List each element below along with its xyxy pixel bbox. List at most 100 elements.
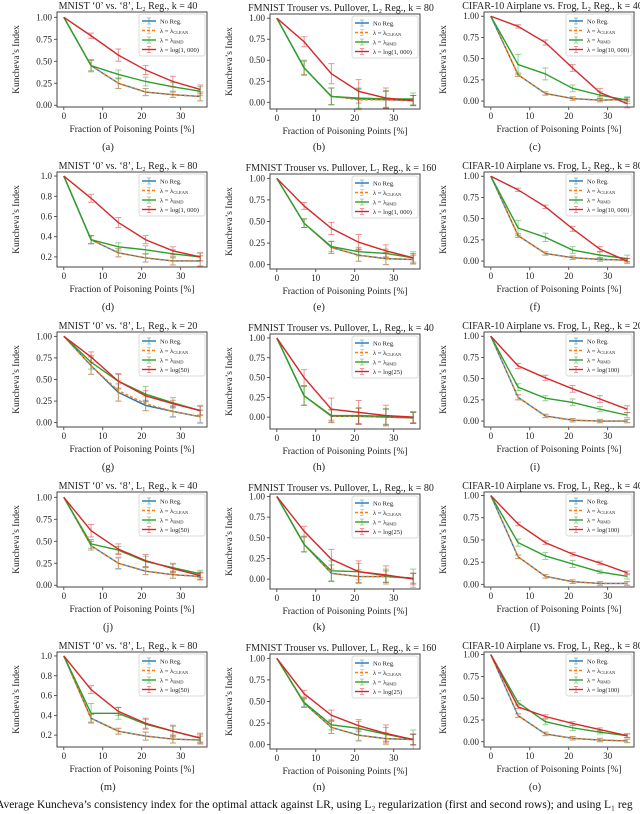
legend-errorbar — [147, 177, 151, 185]
y-tick-label: 0.00 — [463, 579, 479, 589]
y-tick-label: 0.75 — [36, 34, 52, 44]
panel-sublabel: (h) — [313, 462, 326, 473]
y-tick-label: 0.50 — [36, 375, 52, 385]
chart-svg-f: CIFAR-10 Airplane vs. Frog, L₂ Reg., k =… — [439, 161, 640, 313]
x-tick-label: 10 — [525, 751, 535, 761]
error-bar — [197, 571, 204, 580]
series-line — [276, 657, 414, 741]
x-tick-label: 10 — [525, 111, 535, 121]
legend-label: λ = λRMD — [373, 360, 397, 367]
x-tick-label: 30 — [176, 271, 186, 281]
series-lambda-log — [489, 654, 630, 738]
chart-title: MNIST ‘0’ vs. ‘8’, L₂ Reg., k = 80 — [59, 161, 198, 172]
chart-title: CIFAR-10 Airplane vs. Frog, L₁ Reg., k =… — [462, 641, 640, 652]
chart-title: MNIST ‘0’ vs. ‘8’, L₁ Reg., k = 80 — [59, 641, 198, 652]
legend-errorbar — [147, 46, 151, 53]
y-tick-label: 1.00 — [250, 653, 266, 663]
x-axis-label: Fraction of Poisoning Points [%] — [283, 126, 408, 137]
series-line — [63, 16, 201, 91]
plot-frame — [483, 331, 635, 428]
series-line — [489, 335, 628, 410]
legend-errorbar — [147, 657, 151, 665]
series-line — [63, 496, 201, 578]
legend-label: λ = λRMD — [160, 518, 184, 525]
legend-errorbar — [147, 507, 151, 514]
legend-box — [138, 13, 206, 57]
legend-label: No Reg. — [373, 341, 395, 348]
chart-panel-o: CIFAR-10 Airplane vs. Frog, L₁ Reg., k =… — [427, 640, 640, 800]
x-tick-label: 10 — [525, 431, 535, 441]
legend-label: λ = log(25) — [373, 369, 402, 376]
y-axis-label: Kuncheva’s Index — [225, 667, 235, 736]
chart-panel-d: MNIST ‘0’ vs. ‘8’, L₂ Reg., k = 80 Kunche… — [0, 160, 213, 320]
plot-frame — [269, 173, 421, 270]
legend-errorbar — [147, 27, 151, 34]
series-line — [489, 495, 627, 578]
error-bar — [596, 737, 603, 743]
x-tick-label: 30 — [176, 111, 186, 121]
legend-label-text: λ = λ — [373, 360, 387, 367]
y-tick-label: 0.50 — [250, 217, 266, 227]
x-axis-label: Fraction of Poisoning Points [%] — [496, 764, 621, 775]
x-tick-label: 0 — [275, 433, 280, 443]
legend-label: No Reg. — [160, 499, 182, 506]
x-tick-label: 30 — [176, 751, 186, 761]
y-tick-label: 0.50 — [36, 56, 52, 66]
y-tick-label: 0.50 — [463, 374, 479, 384]
error-bar — [623, 570, 630, 576]
legend-errorbar — [360, 368, 365, 375]
legend-label-text: λ = λ — [587, 358, 601, 365]
x-tick-label: 10 — [98, 431, 108, 441]
y-tick-label: 0.50 — [463, 214, 479, 224]
panel-sublabel: (a) — [102, 142, 114, 153]
plot-frame — [483, 651, 635, 748]
error-bar — [410, 95, 417, 107]
y-tick-label: 0.00 — [250, 574, 266, 584]
legend-label-text: No Reg. — [160, 499, 182, 506]
legend-label-text: λ = log(100) — [587, 367, 619, 374]
series-line — [489, 175, 627, 260]
x-tick-label: 20 — [351, 593, 361, 603]
y-tick-label: 0.75 — [250, 675, 266, 685]
legend-label-text: λ = λ — [587, 188, 601, 195]
legend-label-sub: RMD — [173, 360, 184, 365]
legend-label: λ = λCLEAN — [587, 668, 616, 675]
legend-errorbar — [573, 516, 578, 524]
legend-errorbar — [573, 196, 578, 204]
y-tick-label: 0.00 — [36, 100, 52, 110]
chart-title: FMNIST Trouser vs. Pullover, L₁ Reg., k … — [248, 323, 434, 334]
legend-errorbar — [573, 206, 578, 213]
chart-svg-l: CIFAR-10 Airplane vs. Frog, L₁ Reg., k =… — [439, 481, 640, 633]
legend-label-sub: RMD — [387, 682, 398, 687]
x-tick-label: 20 — [137, 591, 147, 601]
legend-box — [351, 175, 419, 219]
x-tick-label: 30 — [389, 753, 399, 763]
legend-label: λ = λCLEAN — [373, 190, 402, 197]
legend-box — [565, 653, 632, 697]
legend-label-sub: CLEAN — [387, 672, 403, 677]
plot-frame — [56, 331, 208, 428]
legend-label: λ = λCLEAN — [587, 508, 616, 515]
legend-errorbar — [360, 208, 365, 215]
legend-label-sub: RMD — [600, 40, 611, 45]
x-axis-label: Fraction of Poisoning Points [%] — [496, 124, 621, 135]
legend-errorbar — [147, 676, 151, 684]
panel-sublabel: (k) — [313, 622, 326, 633]
y-tick-label: 0.50 — [36, 536, 52, 546]
x-axis-label: Fraction of Poisoning Points [%] — [283, 446, 408, 457]
legend-label: λ = λCLEAN — [160, 668, 189, 675]
series-line — [489, 654, 627, 742]
x-axis-label: Fraction of Poisoning Points [%] — [69, 444, 194, 455]
legend-label-text: No Reg. — [160, 659, 182, 666]
y-tick-label: 0.75 — [36, 353, 52, 363]
plot-frame — [56, 171, 208, 268]
legend-label-sub: RMD — [387, 362, 398, 367]
error-bar — [169, 91, 176, 98]
legend-label-text: λ = λ — [373, 30, 387, 37]
error-bar — [623, 418, 630, 424]
legend-label: No Reg. — [587, 499, 609, 506]
legend-label: No Reg. — [160, 19, 182, 26]
y-tick-label: 1.00 — [463, 11, 479, 21]
